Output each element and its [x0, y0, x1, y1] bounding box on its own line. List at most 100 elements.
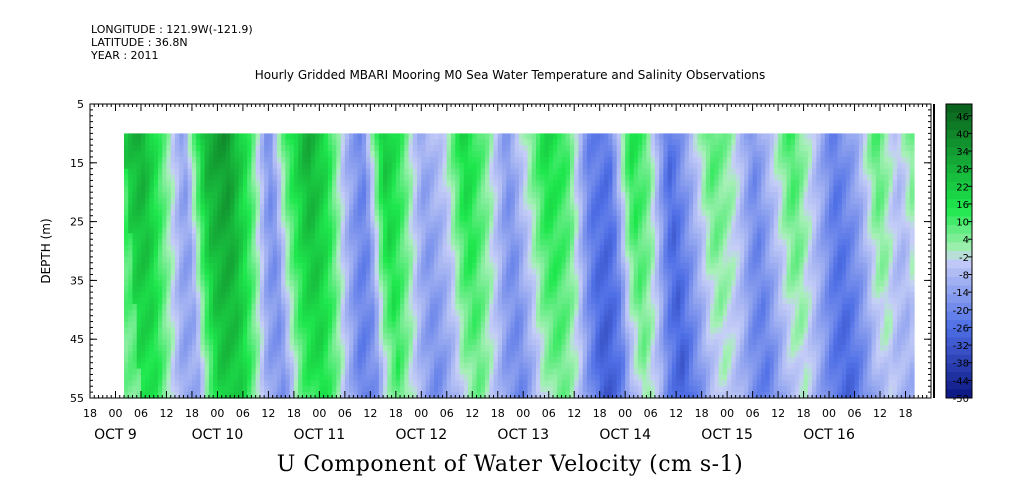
heatmap-cell — [128, 151, 134, 158]
heatmap-cell — [531, 156, 537, 164]
heatmap-cell — [531, 292, 537, 299]
heatmap-cell — [591, 309, 597, 317]
heatmap-cell — [276, 280, 282, 287]
heatmap-cell — [400, 227, 405, 234]
heatmap-cell — [293, 268, 299, 276]
heatmap-cell — [451, 309, 456, 317]
heatmap-cell — [514, 386, 520, 393]
heatmap-cell — [442, 180, 448, 187]
heatmap-cell — [319, 186, 325, 193]
heatmap-cell — [378, 145, 384, 152]
heatmap-cell — [255, 280, 261, 287]
heatmap-cell — [140, 151, 146, 158]
heatmap-cell — [451, 251, 456, 258]
heatmap-cell — [306, 221, 312, 229]
heatmap-cell — [251, 327, 257, 334]
heatmap-cell — [408, 380, 414, 387]
heatmap-cell — [315, 392, 320, 399]
heatmap-cell — [429, 156, 435, 164]
heatmap-cell — [132, 186, 138, 193]
heatmap-cell — [463, 168, 469, 176]
heatmap-cell — [217, 345, 223, 352]
heatmap-cell — [285, 274, 291, 281]
heatmap-cell — [234, 221, 240, 229]
heatmap-cell — [476, 180, 482, 187]
heatmap-cell — [306, 280, 312, 287]
heatmap-cell — [306, 262, 312, 270]
heatmap-cell — [349, 380, 354, 387]
heatmap-cell — [455, 368, 461, 376]
heatmap-cell — [446, 268, 452, 276]
heatmap-cell — [421, 239, 427, 246]
heatmap-cell — [272, 239, 278, 246]
heatmap-cell — [561, 286, 567, 293]
heatmap-cell — [400, 262, 405, 270]
heatmap-cell — [395, 333, 401, 340]
heatmap-cell — [569, 174, 575, 182]
heatmap-cell — [264, 350, 269, 358]
heatmap-cell — [514, 221, 520, 229]
heatmap-cell — [404, 168, 410, 176]
heatmap-cell — [179, 239, 185, 246]
heatmap-cell — [591, 239, 597, 246]
heatmap-cell — [561, 380, 567, 387]
heatmap-cell — [323, 168, 329, 176]
heatmap-cell — [514, 362, 520, 370]
heatmap-cell — [340, 251, 346, 258]
heatmap-cell — [446, 198, 452, 205]
heatmap-cell — [535, 298, 541, 305]
heatmap-cell — [442, 268, 448, 276]
heatmap-cell — [357, 180, 363, 187]
heatmap-cell — [251, 133, 257, 140]
heatmap-cell — [425, 268, 431, 276]
heatmap-cell — [510, 321, 516, 329]
heatmap-cell — [132, 151, 138, 158]
heatmap-cell — [298, 386, 303, 393]
heatmap-cell — [468, 233, 473, 240]
heatmap-cell — [502, 315, 507, 323]
heatmap-cell — [493, 233, 499, 240]
heatmap-cell — [582, 333, 588, 340]
heatmap-cell — [204, 362, 210, 370]
heatmap-cell — [217, 192, 223, 199]
heatmap-cell — [438, 380, 444, 387]
heatmap-cell — [468, 180, 473, 187]
heatmap-cell — [196, 298, 202, 305]
heatmap-cell — [221, 350, 227, 358]
heatmap-cell — [349, 309, 354, 317]
heatmap-cell — [200, 262, 206, 270]
heatmap-cell — [344, 315, 350, 323]
heatmap-cell — [434, 256, 439, 264]
heatmap-cell — [234, 339, 240, 346]
heatmap-cell — [230, 345, 236, 352]
heatmap-cell — [234, 180, 240, 187]
heatmap-cell — [561, 227, 567, 234]
heatmap-cell — [412, 262, 418, 270]
heatmap-cell — [485, 286, 490, 293]
heatmap-cell — [289, 368, 295, 376]
heatmap-cell — [140, 251, 146, 258]
heatmap-cell — [565, 315, 571, 323]
heatmap-cell — [578, 315, 584, 323]
heatmap-cell — [497, 221, 503, 229]
heatmap-cell — [391, 350, 397, 358]
heatmap-cell — [417, 139, 422, 146]
heatmap-cell — [140, 162, 146, 170]
heatmap-cell — [383, 309, 388, 317]
heatmap-cell — [332, 233, 337, 240]
heatmap-cell — [523, 262, 529, 270]
heatmap-cell — [132, 292, 138, 299]
heatmap-cell — [404, 203, 410, 211]
heatmap-cell — [586, 233, 592, 240]
heatmap-cell — [463, 251, 469, 258]
heatmap-cell — [378, 198, 384, 205]
heatmap-cell — [489, 221, 495, 229]
heatmap-cell — [349, 203, 354, 211]
heatmap-cell — [123, 203, 129, 211]
heatmap-cell — [574, 162, 580, 170]
heatmap-cell — [451, 186, 456, 193]
heatmap-cell — [455, 133, 461, 140]
heatmap-cell — [200, 362, 206, 370]
heatmap-cell — [574, 227, 580, 234]
heatmap-cell — [225, 168, 231, 176]
